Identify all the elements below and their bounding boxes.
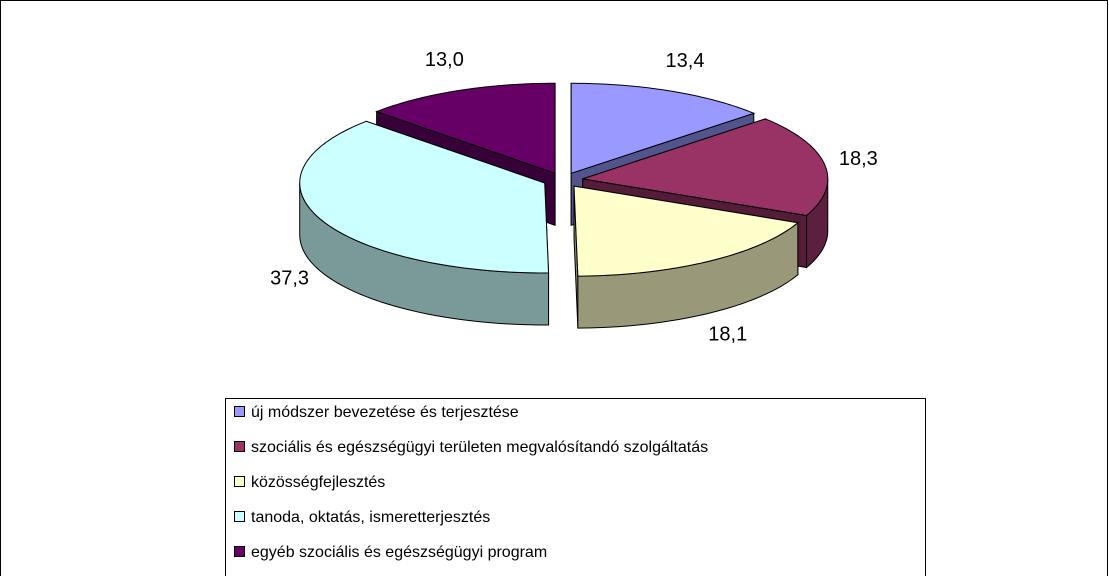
legend-label: tanoda, oktatás, ismeretterjesztés [251,509,490,526]
data-label: 13,0 [425,49,464,71]
slice-top [582,118,829,217]
legend-box [225,398,926,576]
slice-top [570,82,756,174]
slice-top [299,120,550,274]
data-label: 18,3 [839,148,878,170]
legend-swatch [234,406,245,417]
legend-swatch [234,476,245,487]
legend-label: új módszer bevezetése és terjesztése [251,404,519,421]
data-label: 13,4 [666,50,705,72]
legend-swatch [234,546,245,557]
legend-label: szociális és egészségügyi területen megv… [251,439,708,456]
legend-swatch [234,511,245,522]
data-label: 37,3 [270,268,309,290]
slice-top [573,185,800,277]
legend-swatch [234,441,245,452]
legend-label: közösségfejlesztés [251,474,385,491]
legend-label: egyéb szociális és egészségügyi program [251,544,547,561]
data-label: 18,1 [708,323,747,345]
slice-top [375,82,556,174]
